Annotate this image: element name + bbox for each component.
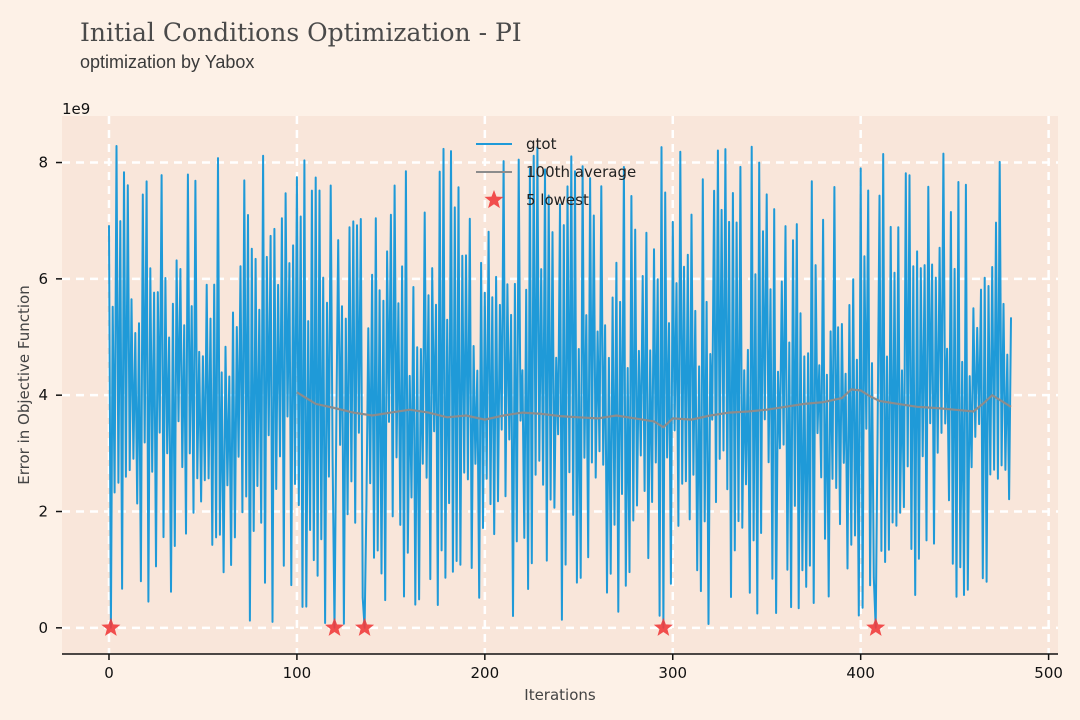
x-tick-label: 0 [104, 664, 114, 682]
lowest-point-marker [325, 617, 344, 636]
lowest-point-marker [101, 617, 121, 636]
series-line-100th-average [296, 388, 1012, 429]
x-tick-label: 500 [1034, 664, 1063, 682]
chart-subtitle: optimization by Yabox [80, 52, 255, 72]
y-tick-label: 6 [38, 270, 48, 288]
y-tick-label: 4 [38, 386, 48, 404]
lowest-point-marker [653, 617, 673, 636]
y-multiplier-label: 1e9 [62, 100, 90, 118]
legend-label: 5 lowest [526, 191, 589, 209]
y-tick-label: 0 [38, 619, 48, 637]
lowest-point-marker [355, 617, 375, 636]
series-line-gtot [108, 145, 1012, 629]
legend-label: 100th average [526, 163, 636, 181]
x-tick-label: 200 [471, 664, 500, 682]
y-axis-label: Error in Objective Function [15, 285, 33, 484]
legend-label: gtot [526, 135, 557, 153]
y-tick-label: 2 [38, 503, 48, 521]
legend-swatch-5-lowest [484, 190, 504, 209]
x-tick-label: 100 [283, 664, 312, 682]
x-tick-label: 300 [658, 664, 687, 682]
lowest-point-marker [866, 617, 886, 636]
x-axis-label: Iterations [524, 686, 596, 704]
chart-title: Initial Conditions Optimization - PI [80, 18, 522, 47]
x-tick-label: 400 [846, 664, 875, 682]
y-tick-label: 8 [38, 154, 48, 172]
